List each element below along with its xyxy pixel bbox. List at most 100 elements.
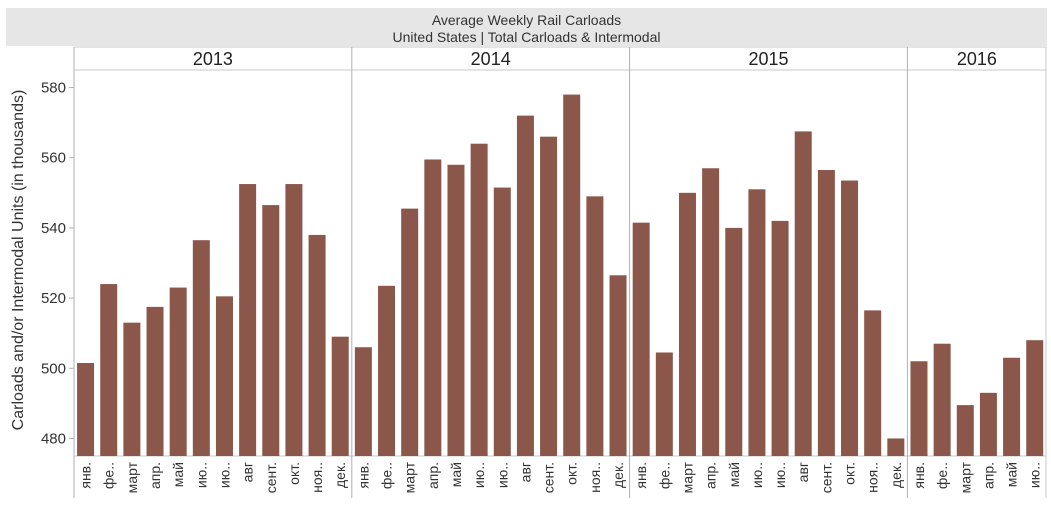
bar bbox=[308, 234, 326, 456]
x-tick-label: март bbox=[124, 461, 140, 493]
bar bbox=[493, 187, 511, 456]
x-tick-label: март bbox=[679, 461, 695, 493]
x-tick-label: фе.. bbox=[379, 462, 395, 489]
x-tick-label: дек. bbox=[610, 462, 626, 488]
panel-2013: 2013 янв. фе.. март апр. май ию.. ию.. авг сент. о… bbox=[77, 49, 349, 493]
x-tick-label: май bbox=[726, 462, 742, 487]
x-tick-label: ию.. bbox=[216, 462, 232, 488]
chart-subtitle: United States | Total Carloads & Intermo… bbox=[392, 29, 661, 45]
bar bbox=[331, 336, 349, 456]
x-tick-label: янв. bbox=[633, 462, 649, 489]
chart-title-box: Average Weekly Rail Carloads United Stat… bbox=[6, 8, 1047, 46]
bar bbox=[887, 438, 905, 456]
panel-year-label: 2013 bbox=[193, 49, 233, 69]
x-tick-label: сент. bbox=[263, 462, 279, 493]
y-axis-label: Carloads and/or Intermodal Units (in tho… bbox=[10, 90, 27, 431]
panel-year-label: 2016 bbox=[957, 49, 997, 69]
x-tick-label: май bbox=[448, 462, 464, 487]
bar bbox=[864, 310, 882, 456]
x-tick-label: авг bbox=[240, 462, 256, 482]
y-tick-label: 540 bbox=[41, 220, 66, 237]
x-tick-label: янв. bbox=[911, 462, 927, 489]
bar bbox=[933, 343, 951, 456]
x-tick-label: фе.. bbox=[934, 462, 950, 489]
panel-year-label: 2014 bbox=[471, 49, 511, 69]
bar bbox=[910, 361, 928, 456]
x-tick-label: ноя.. bbox=[587, 462, 603, 493]
x-tick-label: апр. bbox=[425, 462, 441, 489]
chart-title: Average Weekly Rail Carloads bbox=[431, 12, 622, 28]
y-tick-label: 580 bbox=[41, 80, 66, 97]
bar bbox=[794, 131, 812, 456]
bar bbox=[540, 136, 558, 456]
bar bbox=[239, 184, 257, 456]
panel-2014: 2014 янв. фе.. март апр. май ию.. ию.. авг сент. о… bbox=[351, 47, 627, 498]
bar bbox=[123, 322, 141, 456]
x-tick-label: март bbox=[957, 461, 973, 493]
x-tick-label: ию.. bbox=[749, 462, 765, 488]
y-tick-label: 500 bbox=[41, 360, 66, 377]
x-tick-label: фе.. bbox=[101, 462, 117, 489]
bar bbox=[655, 352, 673, 456]
x-tick-label: дек. bbox=[888, 462, 904, 488]
bar bbox=[632, 222, 650, 456]
panel-year-label: 2015 bbox=[748, 49, 788, 69]
x-tick-label: окт. bbox=[286, 462, 302, 485]
bar bbox=[979, 392, 997, 456]
bar bbox=[401, 208, 419, 456]
panel-2015: 2015 янв. фе.. март апр. май ию.. ию.. авг сент. о… bbox=[629, 47, 905, 498]
x-tick-label: окт. bbox=[842, 462, 858, 485]
bar bbox=[354, 347, 372, 456]
x-tick-label: авг bbox=[795, 462, 811, 482]
bar bbox=[378, 285, 396, 456]
bar bbox=[586, 196, 604, 456]
bar bbox=[1026, 340, 1044, 456]
x-tick-label: авг bbox=[517, 462, 533, 482]
bar bbox=[563, 94, 581, 457]
bar bbox=[77, 363, 95, 456]
x-tick-label: ию.. bbox=[1027, 462, 1043, 488]
x-tick-label: апр. bbox=[980, 462, 996, 489]
bar bbox=[817, 170, 835, 456]
bar bbox=[262, 205, 280, 456]
bar bbox=[146, 306, 164, 456]
bar bbox=[516, 115, 534, 457]
x-tick-label: март bbox=[402, 461, 418, 493]
x-tick-label: окт. bbox=[564, 462, 580, 485]
x-tick-label: сент. bbox=[541, 462, 557, 493]
x-tick-label: янв. bbox=[355, 462, 371, 489]
bar bbox=[771, 220, 789, 456]
bar bbox=[192, 240, 210, 456]
bar bbox=[447, 164, 465, 456]
x-tick-label: фе.. bbox=[656, 462, 672, 489]
bar bbox=[702, 168, 720, 456]
bar bbox=[609, 275, 627, 456]
bar bbox=[285, 184, 303, 456]
panel-2016: 2016 янв. фе.. март апр. май ию.. bbox=[906, 47, 1044, 498]
y-tick-label: 560 bbox=[41, 150, 66, 167]
y-tick-label: 480 bbox=[41, 430, 66, 447]
x-tick-label: апр. bbox=[703, 462, 719, 489]
bar bbox=[678, 192, 696, 456]
bar bbox=[470, 143, 488, 456]
x-tick-label: апр. bbox=[147, 462, 163, 489]
bar bbox=[169, 287, 187, 456]
bar bbox=[424, 159, 442, 456]
x-tick-label: янв. bbox=[78, 462, 94, 489]
x-tick-label: ноя.. bbox=[865, 462, 881, 493]
x-tick-label: ию.. bbox=[772, 462, 788, 488]
bar bbox=[841, 180, 859, 456]
bar bbox=[100, 284, 118, 456]
x-tick-label: сент. bbox=[818, 462, 834, 493]
bar bbox=[748, 189, 766, 457]
x-tick-label: май bbox=[170, 462, 186, 487]
bar bbox=[215, 296, 233, 456]
y-tick-label: 520 bbox=[41, 290, 66, 307]
bar bbox=[725, 227, 743, 456]
x-tick-label: ию.. bbox=[471, 462, 487, 488]
x-tick-label: май bbox=[1004, 462, 1020, 487]
x-tick-label: ию.. bbox=[193, 462, 209, 488]
bar bbox=[956, 405, 974, 456]
x-tick-label: ноя.. bbox=[309, 462, 325, 493]
